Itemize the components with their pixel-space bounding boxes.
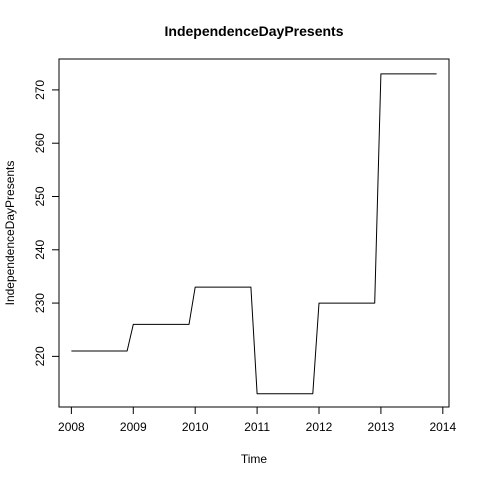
y-tick-label: 230: [33, 293, 47, 313]
y-tick-label: 240: [33, 239, 47, 259]
x-tick-label: 2014: [429, 420, 456, 434]
x-tick-label: 2013: [368, 420, 395, 434]
series-line: [71, 73, 437, 395]
x-tick-label: 2012: [306, 420, 333, 434]
x-axis-label: Time: [241, 452, 268, 466]
x-axis: 2008 2009 2010 2011 2012 2013 2014: [58, 406, 456, 434]
y-tick-label: 270: [33, 80, 47, 100]
y-tick-label: 250: [33, 186, 47, 206]
x-tick-label: 2008: [58, 420, 85, 434]
x-tick-label: 2010: [182, 420, 209, 434]
series-layer: [71, 73, 437, 395]
y-tick-label: 260: [33, 133, 47, 153]
y-axis-label: IndependenceDayPresents: [3, 161, 17, 306]
x-tick-label: 2009: [120, 420, 147, 434]
y-tick-label: 220: [33, 346, 47, 366]
chart-title: IndependenceDayPresents: [165, 23, 344, 39]
x-tick-label: 2011: [244, 420, 270, 434]
y-axis: 220 230 240 250 260 270: [33, 80, 60, 366]
